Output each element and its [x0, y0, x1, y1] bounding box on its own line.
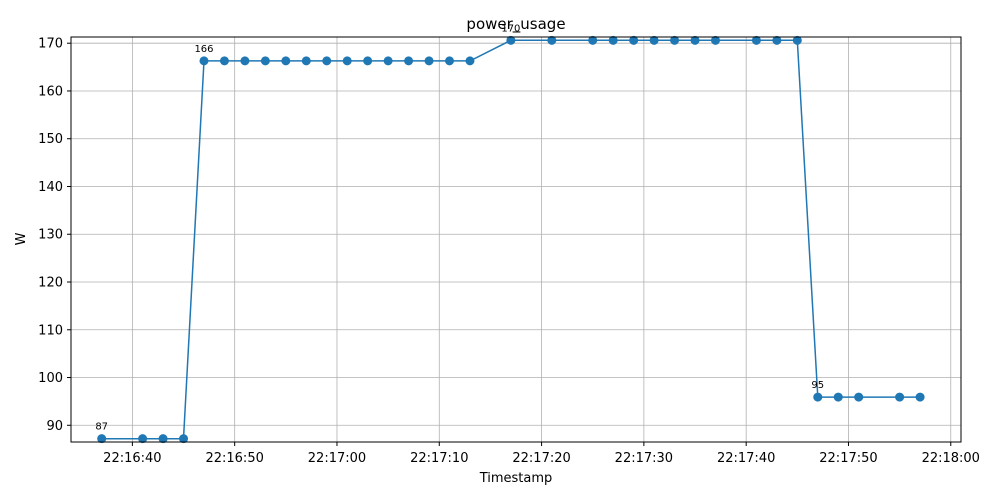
- data-point: [179, 434, 189, 444]
- data-label: 95: [811, 380, 824, 391]
- plot-frame: [70, 36, 962, 443]
- data-point: [322, 56, 332, 66]
- x-tick-label: 22:17:10: [410, 451, 468, 466]
- data-label: 87: [95, 422, 108, 433]
- data-point: [629, 35, 639, 45]
- y-tick-label: 110: [38, 323, 63, 338]
- y-tick-label: 160: [38, 84, 63, 99]
- x-axis-label: Timestamp: [479, 471, 553, 486]
- data-point: [506, 35, 516, 45]
- y-tick-label: 170: [38, 37, 63, 52]
- data-label: 166: [194, 44, 213, 55]
- chart-title: power_usage: [466, 15, 565, 34]
- data-point: [219, 56, 229, 66]
- x-tick-label: 22:16:50: [205, 451, 263, 466]
- data-point: [854, 392, 864, 402]
- data-point: [199, 56, 209, 66]
- y-tick-label: 100: [38, 371, 63, 386]
- x-tick-label: 22:18:00: [922, 451, 980, 466]
- tick-layer: 22:16:40 22:16:50 22:17:00 22:17:10 22:17:20…: [38, 37, 980, 466]
- data-point: [547, 35, 557, 45]
- data-point: [445, 56, 455, 66]
- point-layer: [97, 35, 925, 444]
- data-point: [670, 35, 680, 45]
- y-tick-label: 120: [38, 276, 63, 291]
- line-layer: [101, 39, 921, 440]
- data-point: [383, 56, 393, 66]
- data-point: [240, 56, 250, 66]
- data-point: [588, 35, 598, 45]
- data-point: [281, 56, 291, 66]
- y-tick-label: 150: [38, 132, 63, 147]
- x-tick-label: 22:17:20: [512, 451, 570, 466]
- x-tick-label: 22:17:40: [717, 451, 775, 466]
- data-point: [260, 56, 270, 66]
- data-point: [649, 35, 659, 45]
- y-axis-label: W: [14, 232, 29, 245]
- data-point: [363, 56, 373, 66]
- data-point: [895, 392, 905, 402]
- grid-layer: [71, 37, 961, 442]
- data-point: [301, 56, 311, 66]
- y-tick-label: 130: [38, 228, 63, 243]
- data-label: 170: [501, 23, 520, 34]
- y-tick-label: 140: [38, 180, 63, 195]
- data-point: [97, 434, 107, 444]
- data-point: [342, 56, 352, 66]
- data-point: [424, 56, 434, 66]
- data-point: [690, 35, 700, 45]
- data-point: [710, 35, 720, 45]
- x-tick-label: 22:17:00: [308, 451, 366, 466]
- x-tick-label: 22:17:30: [615, 451, 673, 466]
- y-tick-label: 90: [46, 419, 63, 434]
- data-point: [465, 56, 475, 66]
- data-point: [404, 56, 414, 66]
- data-point: [833, 392, 843, 402]
- data-point: [158, 434, 168, 444]
- series-line: [101, 39, 921, 440]
- data-point: [138, 434, 148, 444]
- data-point: [751, 35, 761, 45]
- data-point: [813, 392, 823, 402]
- data-point: [792, 35, 802, 45]
- x-tick-label: 22:16:40: [103, 451, 161, 466]
- annotation-layer: 87 166 170 95: [95, 23, 824, 432]
- data-point: [915, 392, 925, 402]
- x-tick-label: 22:17:50: [819, 451, 877, 466]
- data-point: [608, 35, 618, 45]
- data-point: [772, 35, 782, 45]
